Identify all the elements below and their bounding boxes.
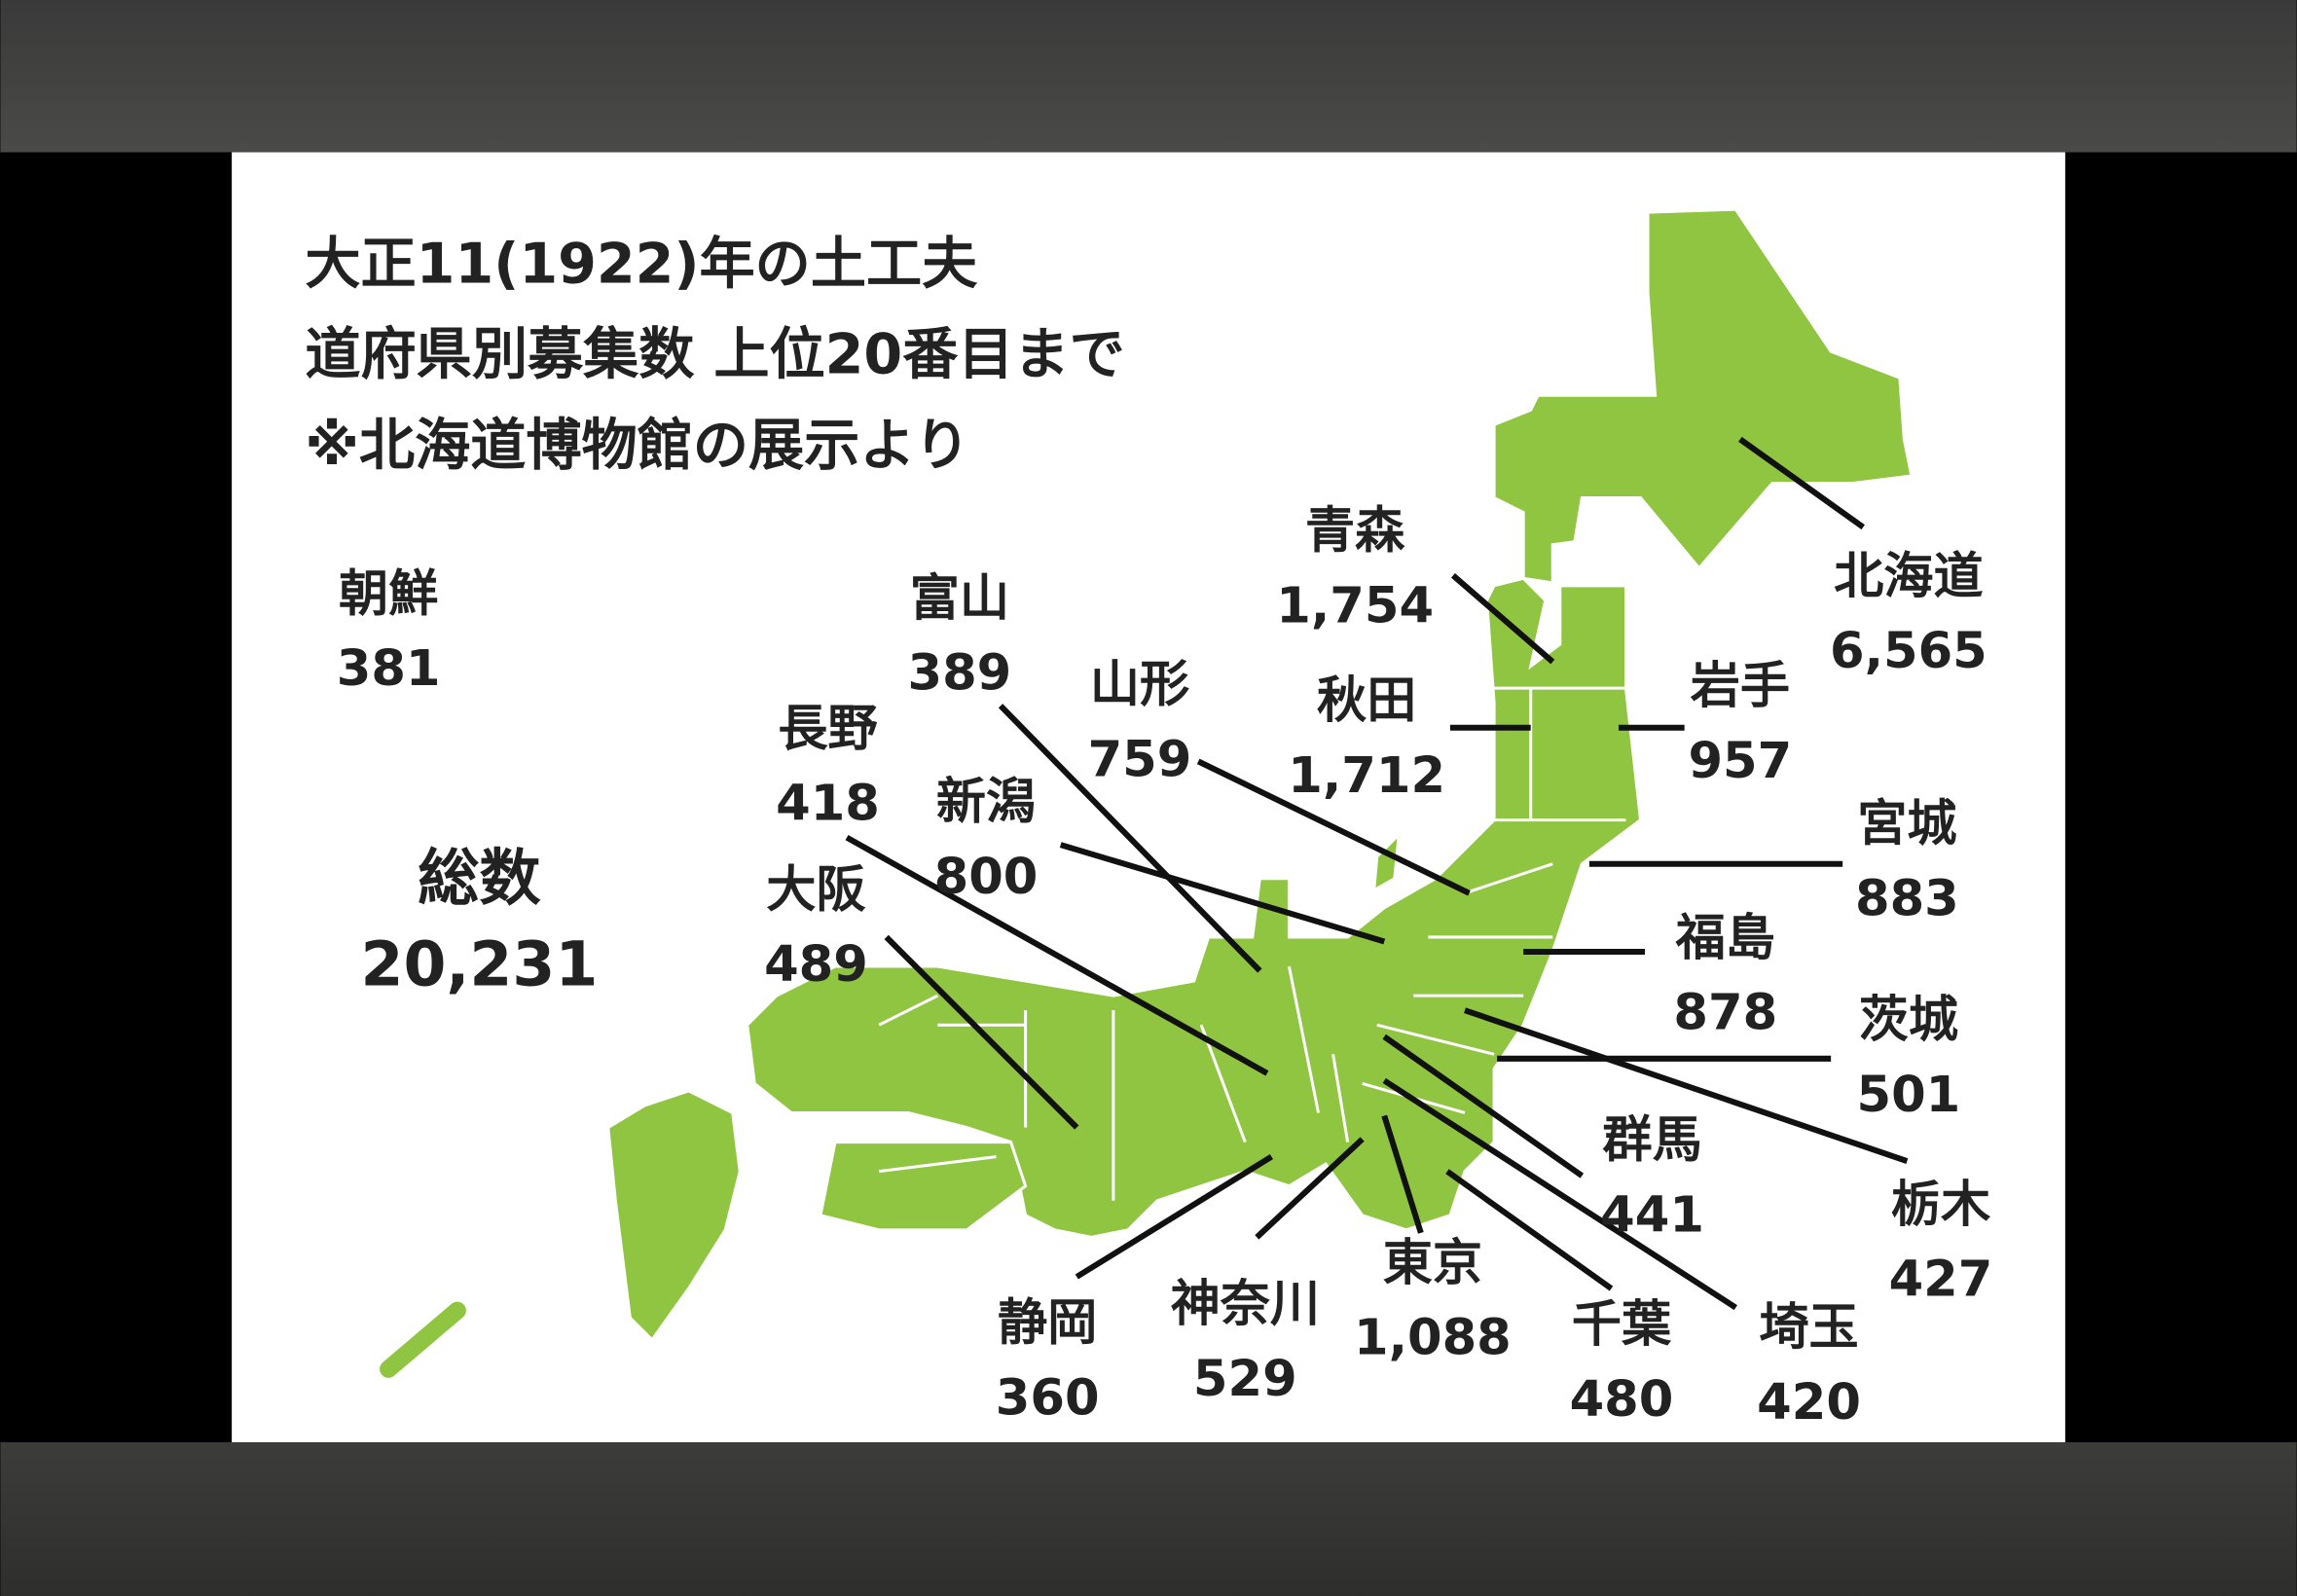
- top-band: [0, 0, 2297, 153]
- region-value: 501: [1856, 1067, 1960, 1124]
- region-value: 389: [908, 645, 1012, 703]
- title: 大正11(1922)年の土工夫 道府県別募集数 上位20番目まで ※北海道博物館…: [305, 232, 1124, 478]
- region-name: 長野: [778, 701, 877, 758]
- region-labels: 北海道 6,565 青森 1,754 岩手 957 秋田 1,712 山形 759 宮城 883 福島 8…: [337, 503, 1993, 1432]
- title-line-1: 大正11(1922)年の土工夫: [305, 232, 978, 296]
- leader-line: [1382, 1034, 1585, 1179]
- leader-line: [1382, 1077, 1737, 1311]
- shikoku-shape: [819, 1141, 1028, 1232]
- region-value: 480: [1570, 1371, 1674, 1429]
- leader-line: [1381, 1114, 1424, 1234]
- kyushu-shape: [606, 1089, 742, 1343]
- okinawa-shape: [380, 1301, 466, 1378]
- region-label: 長野 418: [776, 701, 880, 833]
- region-value: 489: [764, 936, 868, 994]
- leader-line: [1445, 1169, 1614, 1291]
- region-value: 441: [1600, 1186, 1704, 1244]
- region-name: 青森: [1305, 503, 1405, 561]
- region-label: 宮城 883: [1855, 796, 1959, 928]
- leader-lines: [845, 436, 1909, 1311]
- region-label: 新潟 800: [934, 774, 1039, 906]
- region-value: 529: [1193, 1351, 1297, 1408]
- region-label: 埼玉 420: [1757, 1299, 1861, 1432]
- region-label: 福島 878: [1673, 910, 1777, 1042]
- title-line-3: ※北海道博物館の展示より: [305, 414, 969, 478]
- region-label: 朝鮮 381: [337, 565, 441, 698]
- leader-line: [1738, 436, 1865, 530]
- region-name: 岩手: [1691, 658, 1790, 715]
- region-value: 6,565: [1830, 623, 1987, 680]
- region-name: 朝鮮: [339, 565, 438, 623]
- region-label: 静岡 360: [996, 1295, 1100, 1428]
- region-name: 静岡: [998, 1295, 1097, 1353]
- total-caption: 総数: [418, 842, 541, 914]
- region-value: 427: [1889, 1251, 1993, 1309]
- region-name: 埼玉: [1759, 1299, 1858, 1357]
- leader-line: [845, 834, 1269, 1076]
- region-label: 千葉 480: [1570, 1296, 1674, 1429]
- region-name: 秋田: [1317, 672, 1416, 730]
- region-value: 759: [1088, 731, 1192, 788]
- leader-line: [1255, 1137, 1365, 1240]
- region-name: 福島: [1675, 910, 1775, 967]
- region-label: 青森 1,754: [1276, 503, 1434, 635]
- region-label: 富山 389: [908, 570, 1012, 703]
- region-name: 北海道: [1834, 548, 1983, 605]
- region-value: 1,754: [1276, 577, 1434, 635]
- region-label: 東京 1,088: [1354, 1235, 1512, 1367]
- japan-map: [380, 207, 1914, 1378]
- region-name: 群馬: [1602, 1112, 1701, 1170]
- region-label: 北海道 6,565: [1830, 548, 1987, 680]
- region-value: 878: [1673, 985, 1777, 1042]
- region-value: 418: [776, 776, 880, 833]
- leader-line: [1464, 1007, 1909, 1164]
- hokkaido-shape: [1492, 207, 1914, 585]
- total-value: 20,231: [360, 928, 598, 1000]
- region-value: 1,712: [1288, 747, 1445, 805]
- bottom-band: [0, 1442, 2297, 1596]
- region-name: 宮城: [1857, 796, 1956, 853]
- leader-line: [998, 704, 1262, 973]
- leader-line: [1075, 1154, 1273, 1280]
- region-value: 420: [1757, 1374, 1861, 1432]
- region-name: 新潟: [936, 774, 1036, 831]
- region-value: 957: [1688, 733, 1792, 790]
- leader-line: [1059, 842, 1386, 945]
- region-value: 883: [1855, 870, 1959, 927]
- region-label: 茨城 501: [1856, 992, 1960, 1124]
- region-name: 栃木: [1891, 1177, 1990, 1234]
- region-value: 381: [337, 640, 441, 698]
- region-name: 山形: [1090, 657, 1189, 714]
- region-name: 茨城: [1859, 992, 1958, 1049]
- region-label: 大阪 489: [764, 861, 868, 994]
- honshu-shape: [746, 576, 1643, 1239]
- region-label: 岩手 957: [1688, 658, 1792, 790]
- region-value: 1,088: [1354, 1310, 1512, 1367]
- title-line-2: 道府県別募集数 上位20番目まで: [305, 323, 1124, 387]
- sado-island-shape: [1371, 830, 1402, 893]
- region-name: 大阪: [766, 861, 865, 919]
- leader-line: [1196, 758, 1471, 896]
- region-name: 千葉: [1572, 1296, 1672, 1354]
- region-value: 800: [934, 849, 1039, 906]
- region-name: 富山: [910, 570, 1009, 628]
- region-value: 360: [996, 1369, 1100, 1427]
- total-label: 総数 20,231: [360, 842, 598, 1000]
- region-name: 神奈川: [1171, 1276, 1320, 1333]
- leader-line: [1450, 573, 1555, 665]
- region-name: 東京: [1383, 1235, 1482, 1292]
- region-label: 群馬 441: [1600, 1112, 1704, 1245]
- region-label: 栃木 427: [1889, 1177, 1993, 1309]
- leader-line: [884, 934, 1079, 1130]
- region-label: 山形 759: [1088, 657, 1192, 789]
- region-label: 秋田 1,712: [1288, 672, 1445, 805]
- region-label: 神奈川 529: [1171, 1276, 1320, 1408]
